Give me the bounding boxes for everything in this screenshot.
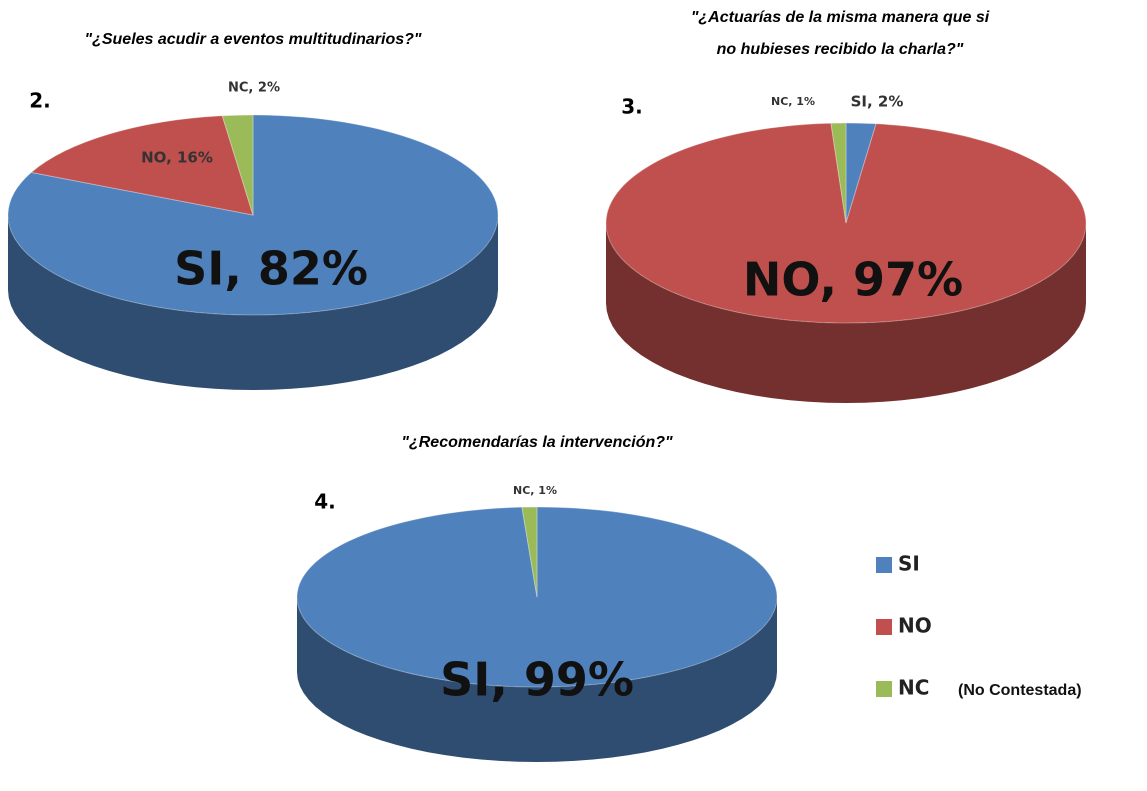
legend-note: (No Contestada): [958, 682, 1082, 699]
pie-slice: [221, 114, 254, 216]
chart-title: no hubieses recibido la charla?": [717, 41, 964, 58]
legend-swatch: [876, 681, 892, 697]
pie-slice: [296, 506, 778, 688]
pie-side: [606, 223, 1086, 403]
chart-number: 2.: [29, 89, 51, 113]
pie-side: [8, 215, 498, 390]
legend-swatch: [876, 619, 892, 635]
data-label: SI, 99%: [440, 653, 634, 707]
data-label: NC, 1%: [513, 484, 557, 497]
chart-number: 3.: [621, 95, 643, 119]
chart-title: "¿Recomendarías la intervención?": [401, 434, 673, 451]
chart-title: "¿Sueles acudir a eventos multitudinario…: [84, 31, 421, 48]
pie-slice: [845, 122, 877, 224]
data-label: NO, 16%: [141, 149, 213, 167]
chart-title: "¿Actuarías de la misma manera que si: [691, 9, 990, 26]
legend-swatch: [876, 557, 892, 573]
pie-slice: [30, 115, 254, 216]
chart-number: 4.: [314, 490, 336, 514]
pie-side: [297, 597, 777, 762]
pie-slice: [521, 506, 538, 598]
pie-slice: [605, 122, 1087, 324]
legend-label: NO: [898, 614, 932, 638]
pie-slice: [830, 122, 847, 224]
data-label: NO, 97%: [743, 253, 963, 307]
data-label: SI, 82%: [174, 242, 368, 296]
data-label: NC, 2%: [228, 81, 280, 96]
data-label: SI, 2%: [851, 93, 904, 111]
legend-label: SI: [898, 552, 920, 576]
legend-label: NC: [898, 676, 929, 700]
data-label: NC, 1%: [771, 95, 815, 108]
pie-slice: [7, 114, 499, 316]
